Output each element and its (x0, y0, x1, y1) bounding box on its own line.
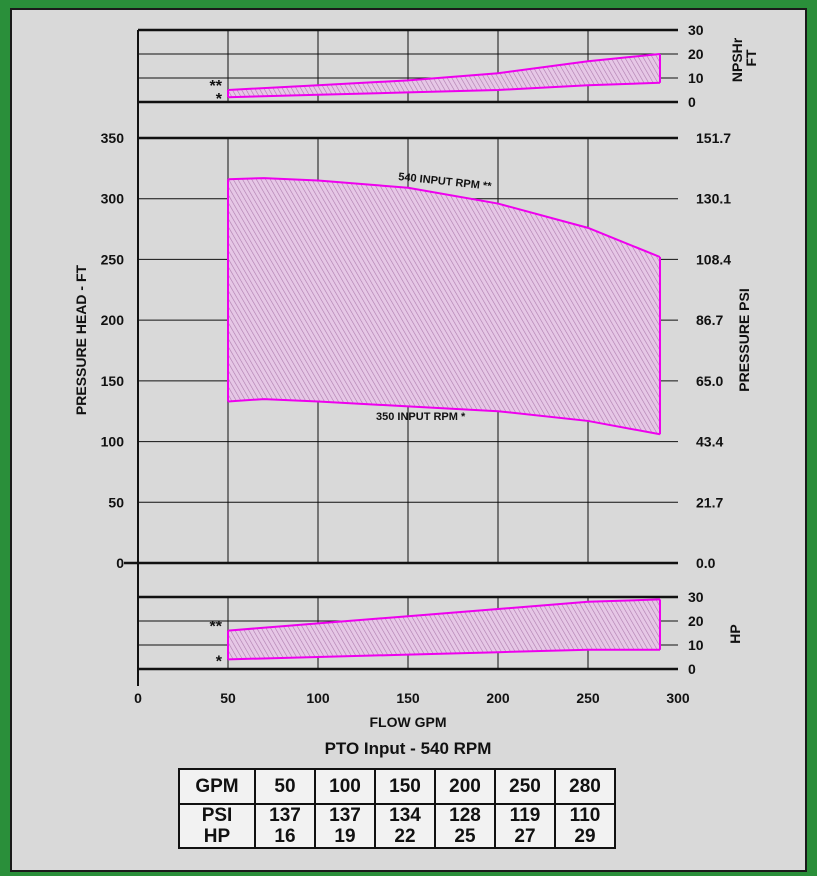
performance-table: GPM 50 100 150 200 250 280 PSI HP 137 16 … (178, 768, 616, 849)
table-data-row: PSI HP 137 16 137 19 134 22 128 25 119 27 110… (178, 803, 616, 849)
y-tick-label-left: 50 (108, 494, 124, 510)
y-tick-label-right: 0 (688, 661, 696, 677)
table-gpm-cell: 280 (554, 768, 616, 805)
envelope-area (228, 599, 660, 660)
y-tick-label-right: 0.0 (696, 555, 716, 571)
y-tick-label-left: 200 (101, 312, 125, 328)
y-tick-label-right: 30 (688, 22, 704, 38)
series-label-350: 350 INPUT RPM * (376, 411, 466, 423)
y-tick-label-left: 100 (101, 434, 125, 450)
chart-subtitle: PTO Input - 540 RPM (325, 739, 492, 758)
table-cell: 134 22 (374, 803, 436, 849)
curve-upper (227, 177, 661, 258)
curve-lower (227, 398, 661, 436)
y-tick-label-right: 130.1 (696, 191, 731, 207)
psi-value: 137 (329, 805, 361, 826)
series-marker: ** (210, 78, 223, 95)
table-gpm-cell: 250 (494, 768, 556, 805)
hp-value: 29 (574, 826, 596, 847)
y-tick-label-right: 108.4 (696, 251, 731, 267)
table-hp-label: HP (203, 826, 231, 847)
series-marker: * (216, 653, 223, 670)
y-tick-label-right: 20 (688, 613, 704, 629)
series-marker: ** (210, 619, 223, 636)
series-marker: * (216, 91, 223, 108)
x-tick-label: 250 (576, 690, 600, 706)
y-tick-label-left: 300 (101, 191, 125, 207)
table-header-label: GPM (178, 768, 256, 805)
table-gpm-cell: 100 (314, 768, 376, 805)
table-row-labels: PSI HP (178, 803, 256, 849)
y-tick-label-left: 0 (116, 555, 124, 571)
y-tick-label-right: 0 (688, 94, 696, 110)
curve-lower (227, 81, 661, 99)
y-axis-title-right: PRESSURE PSI (736, 288, 752, 391)
y-tick-label-right: 21.7 (696, 494, 723, 510)
y-tick-label-right: 43.4 (696, 434, 723, 450)
x-tick-label: 50 (220, 690, 236, 706)
y-tick-label-left: 150 (101, 373, 125, 389)
table-cell: 110 29 (554, 803, 616, 849)
table-psi-label: PSI (201, 805, 233, 826)
psi-value: 128 (449, 805, 481, 826)
psi-value: 119 (509, 805, 541, 826)
curve-lower (227, 648, 660, 661)
x-tick-label: 300 (666, 690, 690, 706)
y-tick-label-right: 86.7 (696, 312, 723, 328)
y-tick-label-left: 350 (101, 130, 125, 146)
y-tick-label-right: 10 (688, 637, 704, 653)
psi-value: 134 (389, 805, 421, 826)
npshr-title-line2: FT (743, 49, 759, 67)
hp-value: 25 (454, 826, 476, 847)
psi-value: 137 (269, 805, 301, 826)
table-gpm-cell: 200 (434, 768, 496, 805)
npshr-axis-title: NPSHr FT (729, 34, 759, 82)
hp-value: 27 (514, 826, 536, 847)
table-gpm-cell: 150 (374, 768, 436, 805)
y-axis-title-left: PRESSURE HEAD - FT (73, 264, 89, 415)
x-axis-title: FLOW GPM (370, 714, 447, 730)
y-tick-label-right: 10 (688, 70, 704, 86)
hp-value: 16 (274, 826, 296, 847)
hp-value: 19 (334, 826, 356, 847)
y-tick-label-right: 30 (688, 589, 704, 605)
y-tick-label-right: 20 (688, 46, 704, 62)
table-header-row: GPM 50 100 150 200 250 280 (178, 768, 616, 805)
x-tick-label: 200 (486, 690, 510, 706)
table-cell: 128 25 (434, 803, 496, 849)
y-tick-label-left: 250 (101, 251, 125, 267)
x-tick-label: 0 (134, 690, 142, 706)
npshr-title-line1: NPSHr (729, 37, 745, 82)
hp-value: 22 (394, 826, 416, 847)
curve-upper (227, 598, 661, 632)
x-tick-label: 150 (396, 690, 420, 706)
table-cell: 119 27 (494, 803, 556, 849)
table-cell: 137 16 (254, 803, 316, 849)
envelope-area (228, 178, 660, 435)
curve-upper (227, 53, 661, 91)
table-cell: 137 19 (314, 803, 376, 849)
y-tick-label-right: 65.0 (696, 373, 723, 389)
hp-axis-title: HP (727, 624, 743, 643)
area-layer (227, 53, 661, 661)
table-gpm-cell: 50 (254, 768, 316, 805)
x-tick-label: 100 (306, 690, 330, 706)
y-tick-label-right: 151.7 (696, 130, 731, 146)
psi-value: 110 (569, 805, 601, 826)
